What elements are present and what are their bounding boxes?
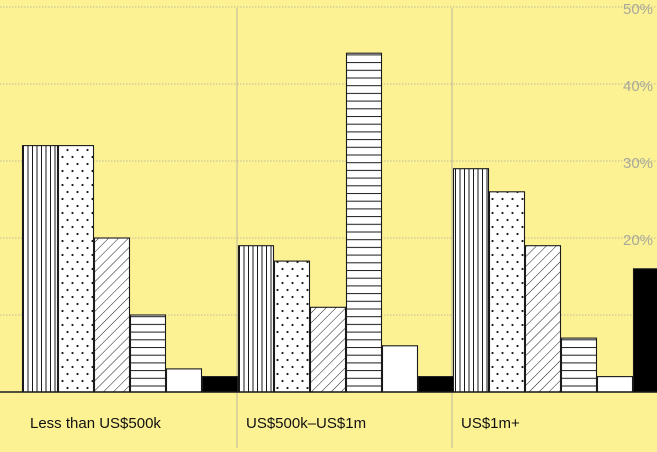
bar-vertical-lines-group-3	[452, 168, 490, 393]
bar-dots-group-3	[488, 191, 526, 393]
category-label-2: US$500k–US$1m	[246, 415, 366, 432]
bar-diagonal-lines-group-1	[93, 237, 131, 393]
bar-horizontal-lines-group-2	[345, 52, 383, 393]
y-tick-label-40: 40%	[623, 78, 653, 95]
bar-vertical-lines-group-1	[21, 145, 59, 393]
bar-black-group-1	[201, 376, 239, 393]
bar-black-group-2	[417, 376, 455, 393]
category-label-3: US$1m+	[461, 415, 520, 432]
bar-horizontal-lines-group-1	[129, 314, 167, 393]
y-tick-label-30: 30%	[623, 155, 653, 172]
bar-vertical-lines-group-2	[237, 245, 275, 393]
bar-white-group-3	[596, 376, 634, 393]
bar-white-group-2	[381, 345, 419, 393]
bar-dots-group-1	[57, 145, 95, 393]
bar-dots-group-2	[273, 260, 311, 393]
bar-black-group-3	[632, 268, 657, 393]
y-tick-label-50: 50%	[623, 1, 653, 18]
bar-white-group-1	[165, 368, 203, 393]
bar-diagonal-lines-group-2	[309, 306, 347, 393]
y-tick-label-20: 20%	[623, 232, 653, 249]
bar-diagonal-lines-group-3	[524, 245, 562, 393]
category-label-1: Less than US$500k	[30, 415, 161, 432]
bars	[21, 52, 657, 393]
labels: 20% 30% 40% 50% Less than US$500k US$500k–US$…	[30, 1, 653, 432]
bar-horizontal-lines-group-3	[560, 337, 598, 393]
